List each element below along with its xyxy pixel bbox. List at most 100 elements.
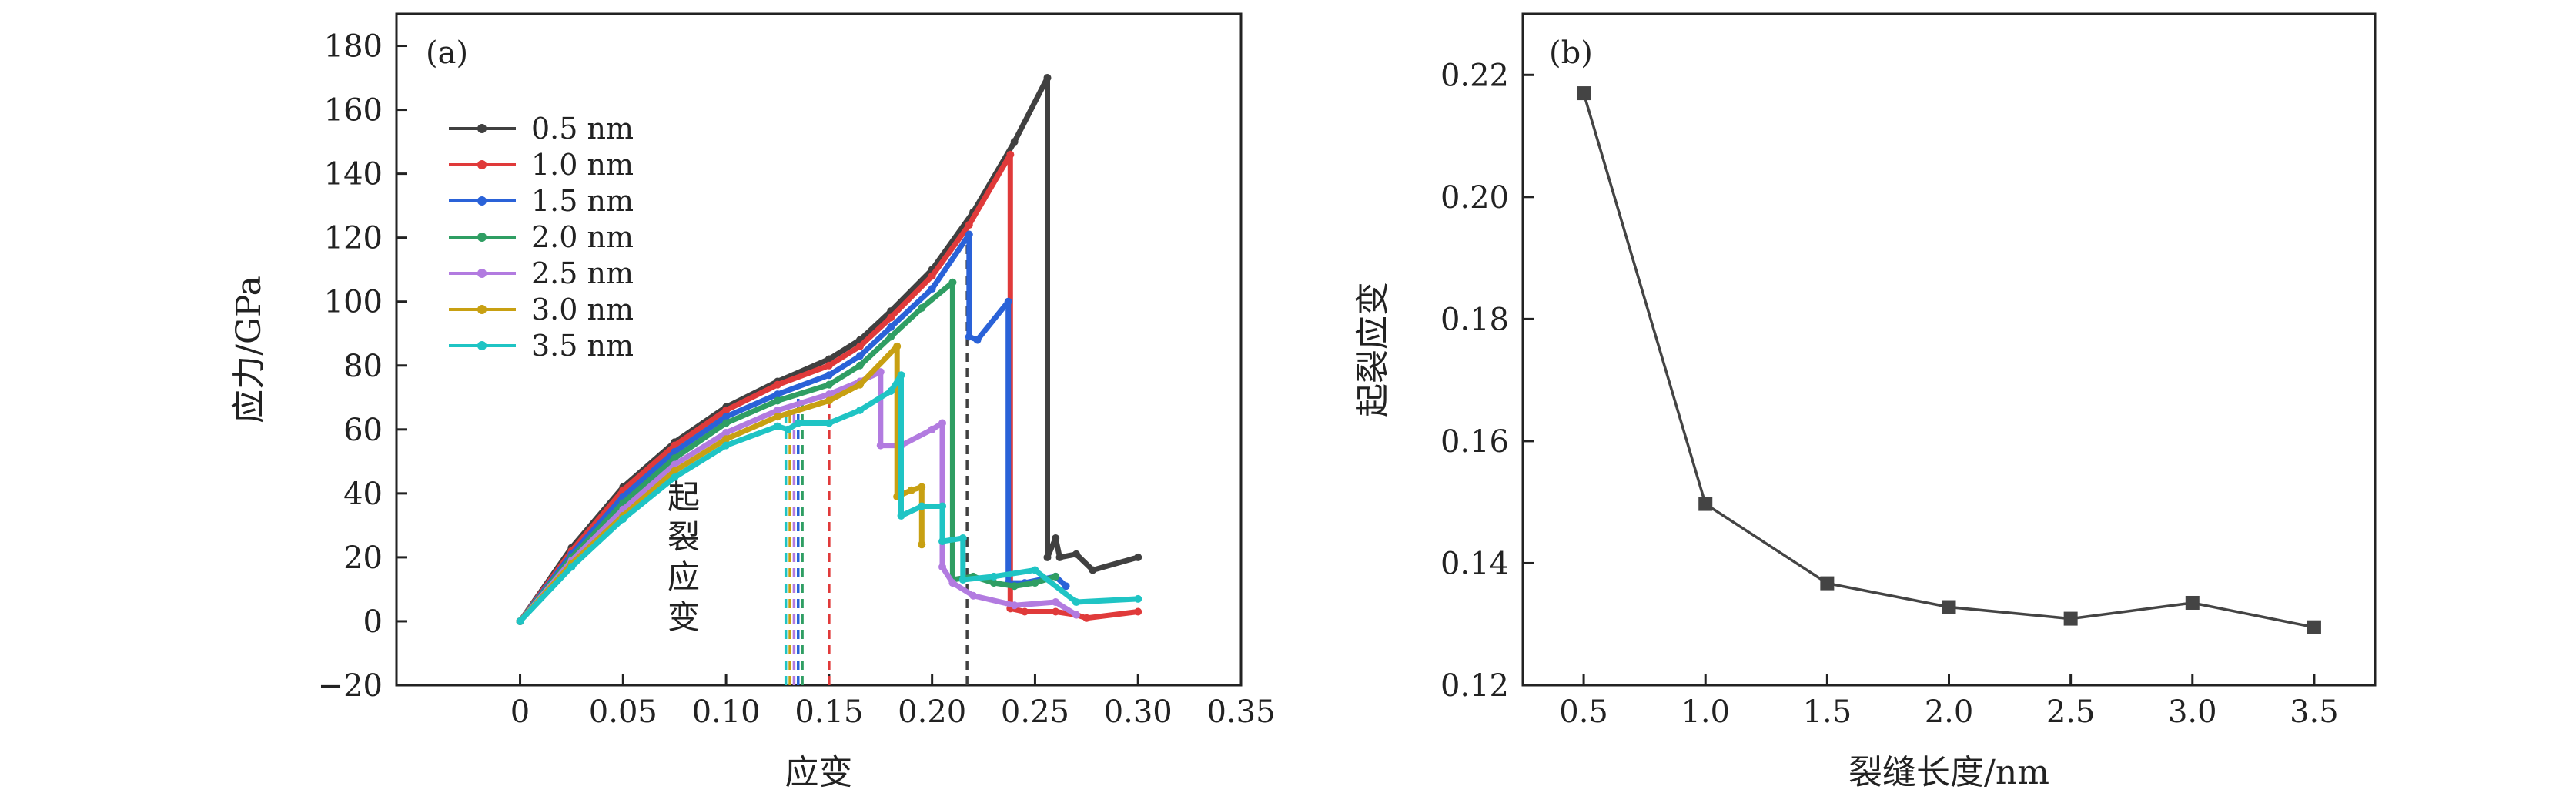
data-point bbox=[1072, 611, 1080, 619]
y-tick-label-a: 60 bbox=[343, 413, 383, 448]
panel-label-a: (a) bbox=[426, 35, 468, 71]
data-point bbox=[1004, 297, 1012, 306]
data-point bbox=[1062, 582, 1070, 591]
data-point bbox=[928, 285, 936, 293]
x-tick-label-a: 0.35 bbox=[1206, 694, 1275, 730]
y-tick-label-a: 0 bbox=[363, 604, 383, 640]
data-point bbox=[973, 336, 982, 344]
y-tick-label-a: −20 bbox=[318, 668, 383, 704]
data-point bbox=[856, 380, 865, 389]
data-point bbox=[887, 386, 895, 395]
series-line bbox=[517, 372, 1141, 624]
data-point bbox=[825, 380, 833, 389]
data-point bbox=[722, 428, 731, 437]
legend-marker bbox=[477, 196, 487, 206]
x-axis-title-b: 裂缝长度/nm bbox=[1848, 753, 2049, 792]
data-point bbox=[893, 342, 902, 350]
data-point bbox=[773, 406, 781, 414]
data-point bbox=[989, 572, 998, 581]
y-axis-title-a: 应力/GPa bbox=[229, 276, 269, 423]
data-point bbox=[887, 333, 895, 341]
legend-label: 2.0 nm bbox=[531, 220, 634, 254]
x-tick-label-b: 0.5 bbox=[1559, 694, 1608, 730]
data-point bbox=[773, 422, 781, 430]
x-tick-label-b: 3.5 bbox=[2290, 694, 2339, 730]
y-tick-label-b: 0.16 bbox=[1440, 424, 1509, 460]
data-point-b bbox=[2063, 611, 2078, 626]
data-point-b bbox=[2307, 620, 2321, 634]
data-point bbox=[938, 537, 947, 546]
data-point bbox=[897, 371, 905, 380]
data-point bbox=[1043, 553, 1052, 561]
data-point bbox=[907, 486, 915, 494]
legend-label: 3.0 nm bbox=[531, 293, 634, 326]
data-point bbox=[897, 511, 905, 520]
y-tick-label-a: 120 bbox=[324, 221, 383, 256]
data-point bbox=[948, 278, 957, 286]
data-point bbox=[825, 390, 833, 399]
data-point bbox=[918, 540, 926, 549]
data-point bbox=[1052, 607, 1060, 616]
x-tick-label-a: 0.25 bbox=[1001, 694, 1069, 730]
x-tick-label-b: 1.0 bbox=[1681, 694, 1730, 730]
data-point bbox=[1043, 74, 1052, 82]
data-point bbox=[887, 313, 895, 322]
data-point bbox=[1134, 607, 1142, 616]
data-point bbox=[671, 473, 679, 482]
data-point bbox=[567, 563, 576, 571]
y-tick-label-b: 0.20 bbox=[1440, 180, 1509, 216]
data-point-b bbox=[1577, 86, 1591, 101]
legend-label: 1.0 nm bbox=[531, 148, 634, 182]
panel-label-b: (b) bbox=[1549, 35, 1593, 71]
data-point bbox=[671, 454, 679, 463]
data-point bbox=[671, 460, 679, 469]
data-point bbox=[938, 419, 947, 427]
y-axis-title-b: 起裂应变 bbox=[1353, 282, 1393, 417]
x-tick-label-b: 3.0 bbox=[2168, 694, 2217, 730]
x-tick-label-a: 0.30 bbox=[1104, 694, 1173, 730]
data-point bbox=[965, 230, 973, 239]
data-point bbox=[784, 425, 792, 433]
data-point bbox=[1134, 594, 1142, 603]
data-point bbox=[948, 579, 957, 587]
legend-marker bbox=[477, 124, 487, 133]
x-tick-label-b: 2.0 bbox=[1925, 694, 1974, 730]
data-point bbox=[1010, 138, 1019, 146]
data-point bbox=[856, 342, 865, 350]
data-point bbox=[619, 515, 627, 524]
x-axis-title-a: 应变 bbox=[785, 753, 853, 792]
data-point bbox=[1072, 550, 1080, 558]
data-point bbox=[1052, 572, 1060, 581]
data-point bbox=[856, 352, 865, 360]
annotation-char: 起 bbox=[667, 478, 700, 516]
data-point bbox=[928, 425, 936, 433]
legend-marker bbox=[477, 305, 487, 314]
y-tick-label-a: 20 bbox=[343, 540, 383, 576]
data-point bbox=[1006, 150, 1015, 159]
y-tick-label-b: 0.14 bbox=[1440, 546, 1509, 581]
data-point-b bbox=[1942, 600, 1956, 614]
data-point bbox=[825, 419, 833, 427]
data-point bbox=[722, 441, 731, 450]
legend-marker bbox=[477, 269, 487, 278]
data-point bbox=[958, 534, 967, 542]
data-point bbox=[876, 441, 885, 450]
data-point bbox=[773, 380, 781, 389]
plot-frame-b bbox=[1521, 12, 2377, 687]
data-point bbox=[1082, 614, 1091, 622]
data-point bbox=[965, 221, 973, 229]
data-point bbox=[856, 361, 865, 370]
legend-label: 1.5 nm bbox=[531, 184, 634, 218]
data-point bbox=[965, 333, 973, 341]
data-point bbox=[918, 483, 926, 491]
data-point bbox=[722, 435, 731, 443]
y-tick-label-a: 140 bbox=[324, 157, 383, 192]
data-point bbox=[825, 361, 833, 370]
y-tick-label-a: 40 bbox=[343, 477, 383, 512]
x-tick-label-a: 0.15 bbox=[795, 694, 863, 730]
data-point bbox=[856, 406, 865, 414]
y-tick-label-b: 0.22 bbox=[1440, 58, 1509, 93]
data-point bbox=[938, 563, 947, 571]
y-tick-label-a: 100 bbox=[324, 285, 383, 320]
